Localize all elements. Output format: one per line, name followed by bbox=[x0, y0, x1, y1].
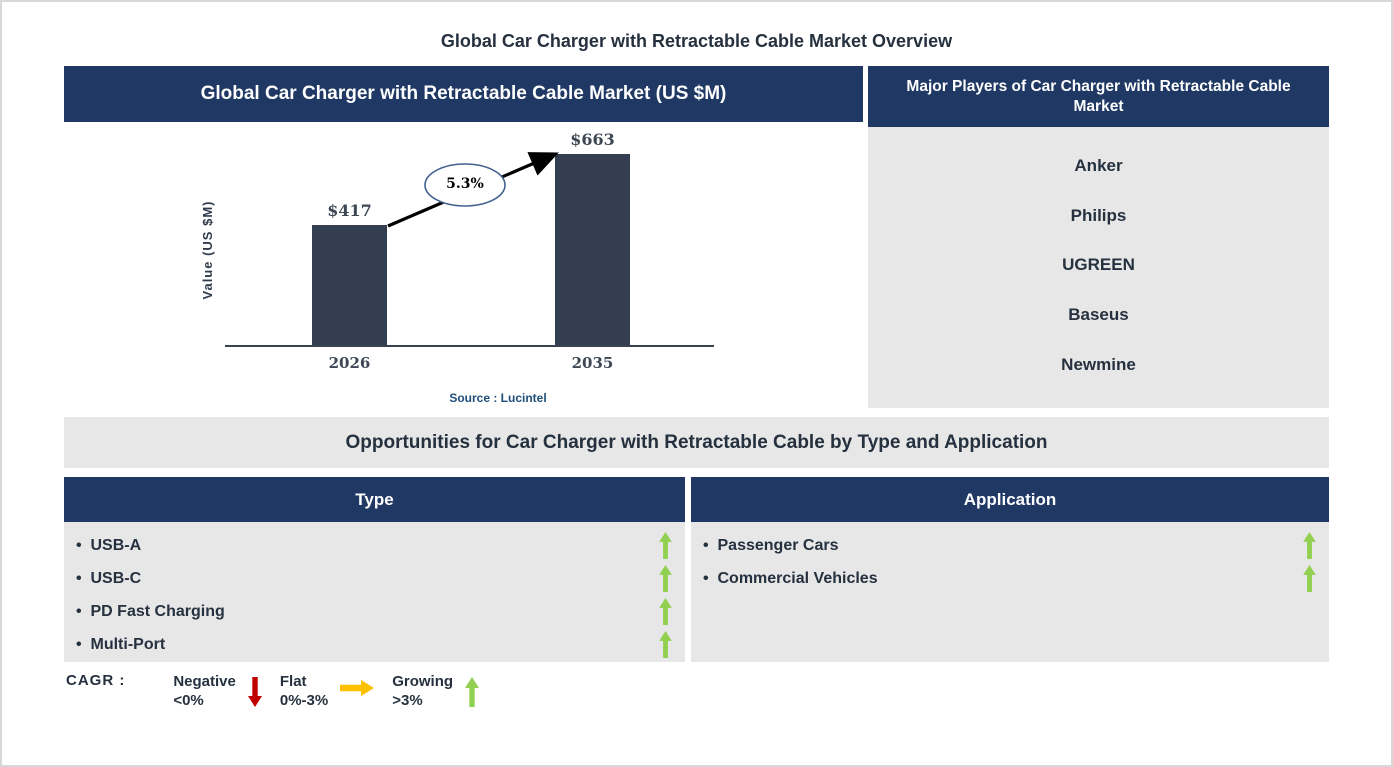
market-chart-panel: Global Car Charger with Retractable Cabl… bbox=[64, 66, 863, 408]
chart-bar-2026 bbox=[312, 225, 387, 345]
cagr-value: 5.3% bbox=[446, 176, 484, 192]
up-arrow-icon bbox=[659, 532, 672, 559]
type-list: USB-A USB-C PD Fast Charging Multi-Port bbox=[64, 522, 685, 662]
list-item: Commercial Vehicles bbox=[703, 562, 1317, 595]
legend-range: 0%-3% bbox=[279, 692, 329, 709]
list-item-label: USB-A bbox=[76, 537, 142, 555]
type-column: Type USB-A USB-C PD Fast Charging Multi-Por… bbox=[64, 477, 685, 662]
list-item-label: USB-C bbox=[76, 570, 142, 588]
trend-arrow bbox=[659, 565, 672, 592]
list-item-label: Passenger Cars bbox=[703, 537, 839, 555]
up-arrow-icon bbox=[659, 565, 672, 592]
up-arrow-icon bbox=[659, 598, 672, 625]
legend-range: >3% bbox=[392, 692, 423, 709]
list-item: PD Fast Charging bbox=[76, 595, 673, 628]
up-arrow-icon bbox=[1303, 532, 1316, 559]
application-list: Passenger Cars Commercial Vehicles bbox=[691, 522, 1329, 662]
legend-range: <0% bbox=[173, 692, 204, 709]
growth-arrow-graphic bbox=[387, 152, 559, 228]
chart-bar-2035 bbox=[555, 154, 630, 345]
list-item-label: Commercial Vehicles bbox=[703, 570, 878, 588]
trend-arrow bbox=[659, 631, 672, 658]
player-item: Philips bbox=[1070, 205, 1127, 225]
legend-name: Negative bbox=[173, 673, 236, 690]
list-item-label: PD Fast Charging bbox=[76, 603, 225, 621]
cagr-oval bbox=[424, 163, 506, 207]
cagr-legend: CAGR : Negative <0% Flat 0%-3% Growing >3% bbox=[66, 672, 497, 715]
major-players-panel: Major Players of Car Charger with Retrac… bbox=[868, 66, 1329, 408]
x-tick-label: 2026 bbox=[328, 354, 371, 372]
chart-x-axis bbox=[225, 345, 714, 347]
legend-item-growing: Growing >3% bbox=[392, 672, 480, 715]
player-item: Newmine bbox=[1061, 355, 1136, 375]
bar-value-label: $417 bbox=[327, 201, 372, 220]
market-chart-header: Global Car Charger with Retractable Cabl… bbox=[64, 66, 863, 122]
up-arrow-icon bbox=[659, 631, 672, 658]
legend-item-flat: Flat 0%-3% bbox=[279, 672, 375, 715]
opportunities-title: Opportunities for Car Charger with Retra… bbox=[64, 417, 1329, 468]
application-column: Application Passenger Cars Commercial Veh… bbox=[691, 477, 1329, 662]
type-application-row: Type USB-A USB-C PD Fast Charging Multi-Por… bbox=[64, 477, 1329, 662]
list-item: USB-C bbox=[76, 562, 673, 595]
trend-arrow bbox=[659, 598, 672, 625]
list-item: Passenger Cars bbox=[703, 529, 1317, 562]
major-players-list: Anker Philips UGREEN Baseus Newmine bbox=[868, 127, 1329, 408]
right-arrow-icon bbox=[340, 680, 375, 696]
major-players-header: Major Players of Car Charger with Retrac… bbox=[868, 66, 1329, 127]
legend-name: Flat bbox=[279, 673, 307, 690]
page-title: Global Car Charger with Retractable Cabl… bbox=[440, 31, 953, 51]
trend-arrow bbox=[1303, 532, 1316, 559]
type-header: Type bbox=[64, 477, 685, 522]
up-arrow-icon bbox=[1303, 565, 1316, 592]
cagr-legend-items: Negative <0% Flat 0%-3% Growing >3% bbox=[173, 672, 497, 715]
top-row: Global Car Charger with Retractable Cabl… bbox=[64, 66, 1329, 408]
application-header: Application bbox=[691, 477, 1329, 522]
player-item: UGREEN bbox=[1062, 255, 1135, 275]
down-arrow-icon bbox=[247, 677, 262, 707]
market-bar-chart: Value (US $M) $417 2026 $663 2035 5.3% Sour… bbox=[64, 122, 863, 408]
trend-arrow bbox=[1303, 565, 1316, 592]
legend-name: Growing bbox=[392, 673, 454, 690]
x-tick-label: 2035 bbox=[571, 354, 614, 372]
list-item: USB-A bbox=[76, 529, 673, 562]
list-item-label: Multi-Port bbox=[76, 636, 166, 654]
list-item: Multi-Port bbox=[76, 628, 673, 661]
player-item: Baseus bbox=[1068, 305, 1129, 325]
cagr-legend-label: CAGR : bbox=[66, 672, 126, 689]
legend-item-negative: Negative <0% bbox=[173, 672, 262, 715]
chart-source: Source : Lucintel bbox=[449, 391, 547, 405]
up-arrow-icon bbox=[465, 677, 480, 707]
player-item: Anker bbox=[1074, 155, 1123, 175]
trend-arrow bbox=[659, 532, 672, 559]
bar-value-label: $663 bbox=[570, 130, 615, 149]
